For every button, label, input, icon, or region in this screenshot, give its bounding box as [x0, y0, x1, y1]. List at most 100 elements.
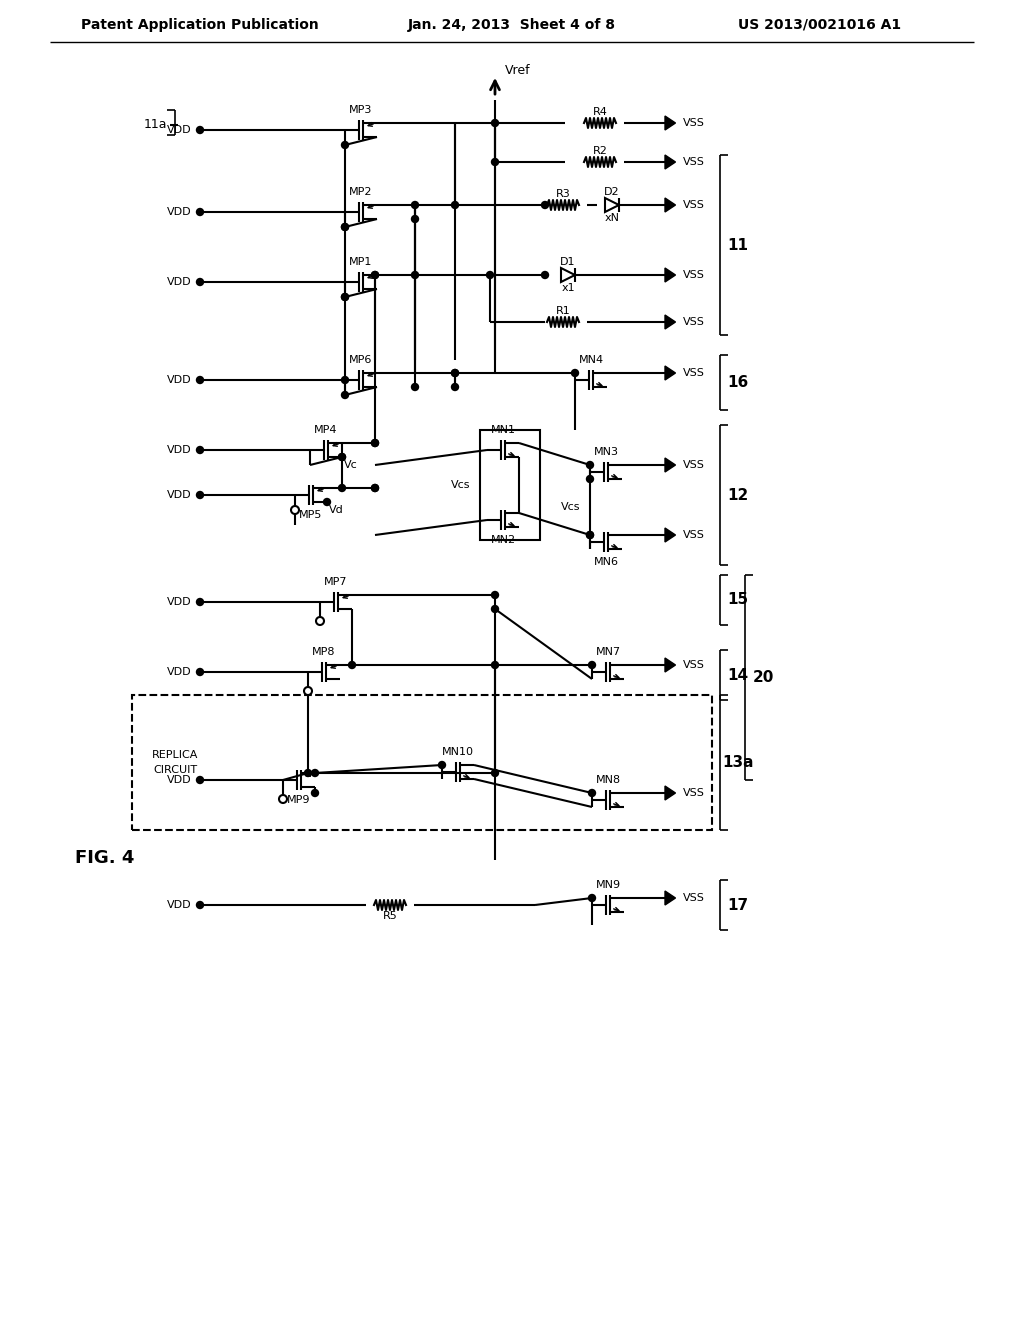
Text: VSS: VSS — [683, 531, 705, 540]
Polygon shape — [665, 785, 676, 800]
Text: MN10: MN10 — [442, 747, 474, 756]
Text: MN4: MN4 — [579, 355, 603, 366]
Text: VDD: VDD — [167, 490, 193, 500]
Text: VDD: VDD — [167, 277, 193, 286]
Circle shape — [587, 475, 594, 483]
Polygon shape — [665, 198, 676, 213]
Text: MP4: MP4 — [314, 425, 338, 436]
Text: Vref: Vref — [505, 63, 530, 77]
Circle shape — [372, 272, 379, 279]
Text: VSS: VSS — [683, 368, 705, 378]
Polygon shape — [665, 154, 676, 169]
Text: VDD: VDD — [167, 900, 193, 909]
Text: 14: 14 — [727, 668, 749, 682]
Text: MP9: MP9 — [288, 795, 310, 805]
Text: VSS: VSS — [683, 317, 705, 327]
Circle shape — [452, 202, 459, 209]
Circle shape — [348, 661, 355, 668]
Text: xN: xN — [604, 213, 620, 223]
Text: MN9: MN9 — [595, 880, 621, 890]
Text: VSS: VSS — [683, 271, 705, 280]
Text: MP5: MP5 — [299, 510, 323, 520]
Text: R5: R5 — [383, 911, 397, 921]
Circle shape — [339, 454, 345, 461]
Text: MN6: MN6 — [594, 557, 618, 568]
Circle shape — [341, 392, 348, 399]
Text: US 2013/0021016 A1: US 2013/0021016 A1 — [738, 18, 901, 32]
Circle shape — [316, 616, 324, 624]
Polygon shape — [665, 657, 676, 672]
Text: VDD: VDD — [167, 375, 193, 385]
Circle shape — [311, 789, 318, 796]
Circle shape — [341, 293, 348, 301]
Polygon shape — [665, 528, 676, 543]
Text: R2: R2 — [593, 147, 607, 156]
Circle shape — [341, 223, 348, 231]
Circle shape — [571, 370, 579, 376]
Text: 16: 16 — [727, 375, 749, 389]
Text: MN7: MN7 — [595, 647, 621, 657]
Text: VDD: VDD — [167, 775, 193, 785]
Circle shape — [492, 661, 499, 668]
Text: 11: 11 — [727, 238, 749, 252]
Circle shape — [372, 484, 379, 491]
Text: R3: R3 — [556, 189, 570, 199]
Text: MP2: MP2 — [349, 187, 373, 197]
Text: MP8: MP8 — [312, 647, 336, 657]
Text: x1: x1 — [561, 282, 574, 293]
Circle shape — [452, 370, 459, 376]
Circle shape — [542, 202, 549, 209]
Text: Vc: Vc — [344, 459, 357, 470]
Polygon shape — [665, 891, 676, 906]
Polygon shape — [665, 366, 676, 380]
Text: MP6: MP6 — [349, 355, 373, 366]
Text: D1: D1 — [560, 257, 575, 267]
Text: MN3: MN3 — [594, 447, 618, 457]
Text: VDD: VDD — [167, 667, 193, 677]
Circle shape — [197, 376, 204, 384]
Circle shape — [452, 370, 459, 376]
Circle shape — [197, 902, 204, 908]
Text: Vcs: Vcs — [560, 502, 580, 512]
Text: VSS: VSS — [683, 201, 705, 210]
Circle shape — [197, 127, 204, 133]
Circle shape — [492, 606, 499, 612]
Circle shape — [587, 532, 594, 539]
Circle shape — [339, 484, 345, 491]
Circle shape — [341, 376, 348, 384]
Circle shape — [304, 770, 311, 776]
Circle shape — [412, 384, 419, 391]
Circle shape — [589, 789, 596, 796]
Text: Patent Application Publication: Patent Application Publication — [81, 18, 318, 32]
Circle shape — [324, 499, 331, 506]
Circle shape — [372, 484, 379, 491]
Circle shape — [197, 776, 204, 784]
Circle shape — [341, 293, 348, 301]
Text: 13a: 13a — [722, 755, 754, 770]
Circle shape — [339, 454, 345, 461]
Circle shape — [291, 506, 299, 513]
Text: VDD: VDD — [167, 125, 193, 135]
Circle shape — [372, 440, 379, 446]
Text: 12: 12 — [727, 487, 749, 503]
Text: MP3: MP3 — [349, 106, 373, 115]
Circle shape — [372, 440, 379, 446]
Text: R1: R1 — [556, 306, 570, 315]
Circle shape — [542, 272, 549, 279]
Text: Vcs: Vcs — [451, 480, 470, 490]
Text: Jan. 24, 2013  Sheet 4 of 8: Jan. 24, 2013 Sheet 4 of 8 — [408, 18, 616, 32]
Circle shape — [197, 446, 204, 454]
Text: Vd: Vd — [329, 506, 344, 515]
Text: VSS: VSS — [683, 157, 705, 168]
Circle shape — [452, 384, 459, 391]
Circle shape — [492, 120, 499, 127]
Text: REPLICA: REPLICA — [152, 750, 199, 760]
Polygon shape — [665, 315, 676, 329]
Circle shape — [486, 272, 494, 279]
Text: VDD: VDD — [167, 445, 193, 455]
Circle shape — [587, 462, 594, 469]
Circle shape — [197, 279, 204, 285]
Text: VSS: VSS — [683, 660, 705, 671]
Text: FIG. 4: FIG. 4 — [76, 849, 135, 867]
Circle shape — [492, 591, 499, 598]
